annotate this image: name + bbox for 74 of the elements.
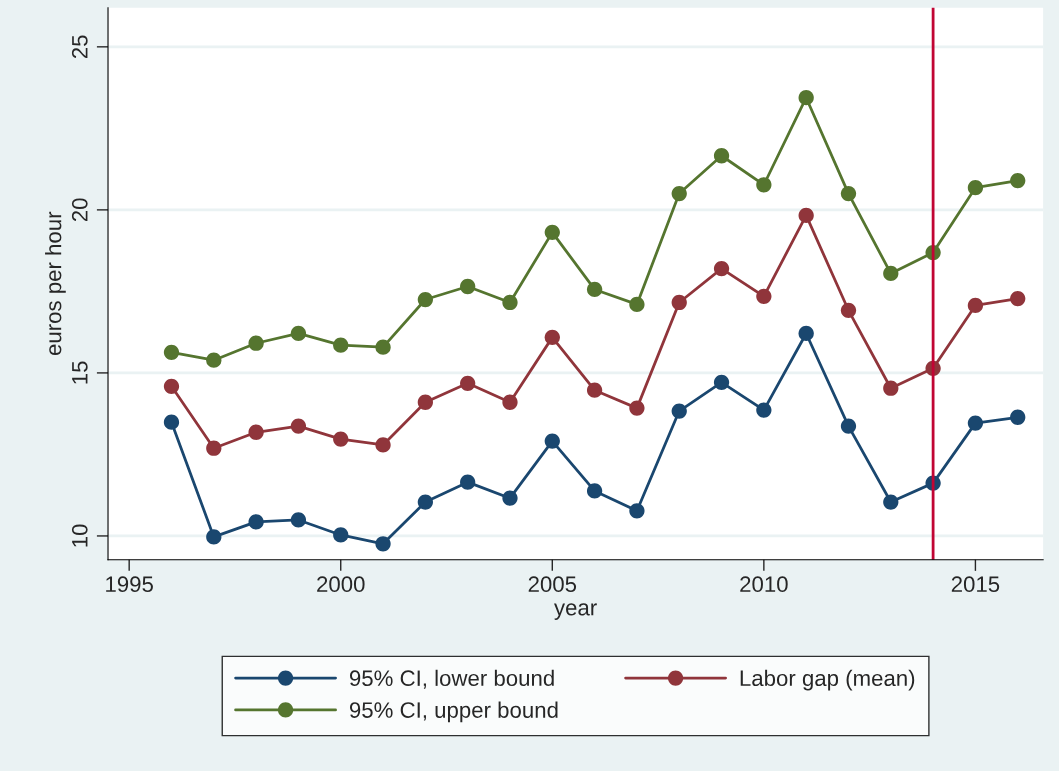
point [756, 177, 772, 193]
point [333, 431, 349, 447]
point [1010, 409, 1026, 425]
point [671, 403, 687, 419]
x-tick-label: 2010 [740, 576, 788, 593]
point [798, 90, 814, 106]
point [460, 278, 476, 295]
point [713, 260, 730, 277]
point [375, 437, 391, 453]
point [375, 536, 391, 552]
y-tick-label: 10 [71, 524, 88, 547]
point [248, 424, 264, 440]
point [206, 529, 222, 545]
point [502, 294, 518, 311]
point [333, 527, 349, 543]
y-axis-title: euros per hour [45, 211, 66, 356]
point [967, 415, 984, 431]
point [713, 374, 730, 390]
point [417, 291, 433, 308]
point [756, 288, 772, 304]
point [290, 418, 307, 434]
x-axis-title: year [554, 603, 597, 620]
point [798, 207, 814, 224]
point [460, 474, 476, 490]
point [248, 514, 264, 530]
point [629, 503, 645, 519]
x-tick-label: 2015 [951, 576, 1000, 593]
point [544, 433, 560, 449]
point [163, 414, 180, 430]
point [163, 378, 180, 394]
point [544, 224, 560, 241]
point [713, 148, 730, 164]
point [629, 400, 645, 416]
point [375, 339, 391, 355]
y-tick-label: 25 [71, 35, 88, 59]
point [586, 483, 603, 499]
x-tick-label: 2005 [528, 576, 577, 593]
point [840, 185, 857, 202]
point [163, 344, 180, 360]
point [417, 394, 433, 410]
y-tick-label: 20 [71, 198, 88, 222]
legend-label: 95% CI, lower bound [349, 669, 554, 689]
point [883, 494, 899, 510]
point [967, 180, 984, 196]
point [290, 325, 307, 342]
point [206, 440, 222, 456]
point [756, 402, 772, 418]
point [883, 265, 899, 282]
y-tick-label: 15 [72, 361, 88, 384]
point [883, 380, 899, 396]
point [206, 352, 222, 368]
point [1010, 172, 1026, 189]
x-tick-label: 2000 [317, 576, 365, 593]
point [586, 382, 603, 398]
point [290, 512, 307, 528]
point [967, 297, 984, 314]
point [840, 302, 857, 318]
point [840, 418, 857, 434]
legend-label: Labor gap (mean) [740, 669, 915, 691]
point [586, 281, 603, 298]
point [798, 325, 814, 342]
point [502, 394, 518, 410]
point [671, 185, 687, 202]
point [417, 494, 433, 510]
point [333, 337, 349, 353]
point [1010, 290, 1026, 307]
x-tick-label: 1995 [106, 576, 153, 593]
point [671, 294, 687, 311]
legend-label: 95% CI, upper bound [349, 701, 558, 723]
point [502, 490, 518, 506]
point [248, 335, 264, 351]
point [629, 296, 645, 313]
point [544, 329, 560, 346]
point [460, 375, 476, 391]
